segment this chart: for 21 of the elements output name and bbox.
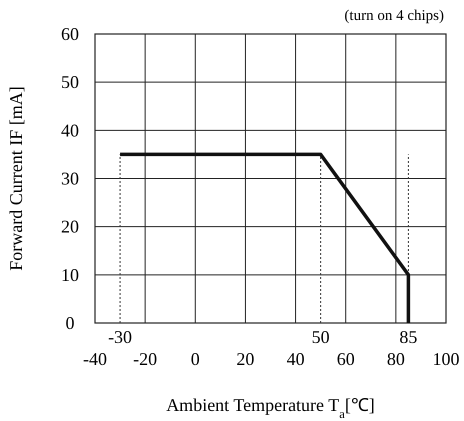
y-tick-label: 30 bbox=[61, 168, 79, 188]
y-tick-label: 20 bbox=[61, 216, 79, 237]
y-axis-title: Forward Current IF [mA] bbox=[6, 86, 26, 271]
y-tick-label: 50 bbox=[61, 72, 79, 92]
x-tick-label: 60 bbox=[336, 349, 355, 369]
ref-line-label: 85 bbox=[399, 327, 418, 347]
ref-line-label: 50 bbox=[312, 327, 330, 347]
x-tick-label: -20 bbox=[133, 349, 158, 369]
y-tick-label: 40 bbox=[61, 120, 79, 140]
y-tick-label: 10 bbox=[61, 264, 79, 285]
y-tick-label: 0 bbox=[66, 313, 74, 333]
x-tick-label: 80 bbox=[386, 349, 405, 369]
x-tick-label: 0 bbox=[190, 349, 200, 369]
x-tick-label: -40 bbox=[83, 349, 107, 369]
y-tick-label: 60 bbox=[61, 24, 79, 44]
x-tick-label: 40 bbox=[286, 349, 305, 369]
x-axis-title: Ambient Temperature T$_{a}$[℃] bbox=[166, 395, 375, 421]
x-tick-label: 100 bbox=[432, 349, 460, 369]
text: (turn on 4 chips) bbox=[344, 8, 444, 24]
x-tick-label: 20 bbox=[236, 349, 254, 369]
ref-line-label: -30 bbox=[108, 327, 132, 347]
